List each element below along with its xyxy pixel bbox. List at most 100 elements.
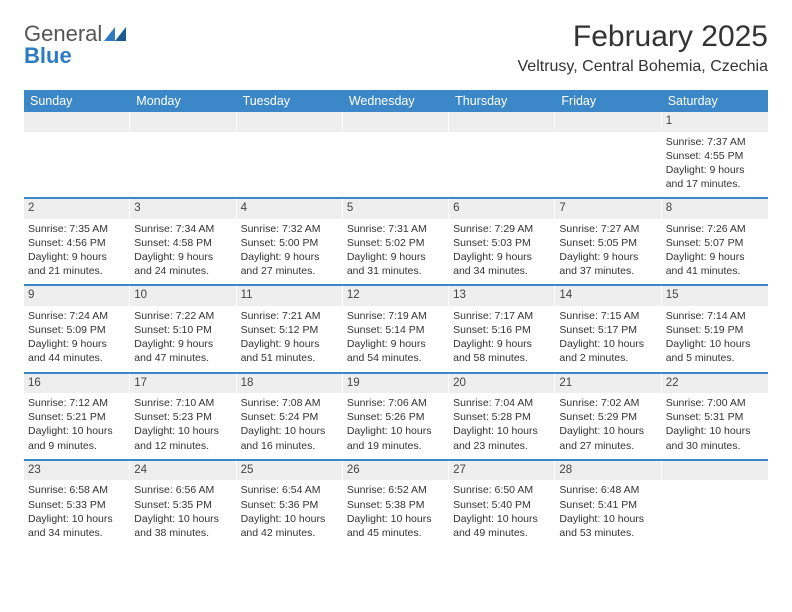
- day-details: Sunrise: 7:17 AMSunset: 5:16 PMDaylight:…: [449, 306, 555, 372]
- sunset-text: Sunset: 4:58 PM: [134, 236, 232, 250]
- day-number: 17: [130, 374, 236, 394]
- calendar-day: 14Sunrise: 7:15 AMSunset: 5:17 PMDayligh…: [555, 286, 661, 371]
- logo-word2: Blue: [24, 46, 72, 67]
- calendar-day: [343, 112, 449, 197]
- day-details: Sunrise: 7:27 AMSunset: 5:05 PMDaylight:…: [555, 219, 661, 285]
- sunrise-text: Sunrise: 6:58 AM: [28, 483, 126, 497]
- calendar-day: [555, 112, 661, 197]
- daylight-text: Daylight: 9 hours and 31 minutes.: [347, 250, 445, 278]
- sunrise-text: Sunrise: 7:12 AM: [28, 396, 126, 410]
- day-number: 14: [555, 286, 661, 306]
- day-number: [662, 461, 768, 481]
- weekday-tuesday: Tuesday: [237, 90, 343, 112]
- sunset-text: Sunset: 5:33 PM: [28, 498, 126, 512]
- day-details: Sunrise: 7:08 AMSunset: 5:24 PMDaylight:…: [237, 393, 343, 459]
- calendar-day: 12Sunrise: 7:19 AMSunset: 5:14 PMDayligh…: [343, 286, 449, 371]
- daylight-text: Daylight: 9 hours and 54 minutes.: [347, 337, 445, 365]
- day-details: Sunrise: 6:48 AMSunset: 5:41 PMDaylight:…: [555, 480, 661, 546]
- sunset-text: Sunset: 5:24 PM: [241, 410, 339, 424]
- weekday-sunday: Sunday: [24, 90, 130, 112]
- day-details: Sunrise: 7:02 AMSunset: 5:29 PMDaylight:…: [555, 393, 661, 459]
- day-details: Sunrise: 7:35 AMSunset: 4:56 PMDaylight:…: [24, 219, 130, 285]
- calendar-day: 22Sunrise: 7:00 AMSunset: 5:31 PMDayligh…: [662, 374, 768, 459]
- sunset-text: Sunset: 5:28 PM: [453, 410, 551, 424]
- calendar-day: 1Sunrise: 7:37 AMSunset: 4:55 PMDaylight…: [662, 112, 768, 197]
- daylight-text: Daylight: 10 hours and 5 minutes.: [666, 337, 764, 365]
- logo: General Blue: [24, 24, 126, 67]
- sunset-text: Sunset: 5:35 PM: [134, 498, 232, 512]
- day-number: 3: [130, 199, 236, 219]
- day-number: 19: [343, 374, 449, 394]
- day-details: Sunrise: 7:31 AMSunset: 5:02 PMDaylight:…: [343, 219, 449, 285]
- daylight-text: Daylight: 10 hours and 42 minutes.: [241, 512, 339, 540]
- calendar-day: 19 Sunrise: 7:06 AMSunset: 5:26 PMDayligh…: [343, 374, 449, 459]
- weekday-thursday: Thursday: [449, 90, 555, 112]
- day-details: Sunrise: 7:10 AMSunset: 5:23 PMDaylight:…: [130, 393, 236, 459]
- daylight-text: Daylight: 9 hours and 37 minutes.: [559, 250, 657, 278]
- calendar-day: 18Sunrise: 7:08 AMSunset: 5:24 PMDayligh…: [237, 374, 343, 459]
- daylight-text: Daylight: 9 hours and 44 minutes.: [28, 337, 126, 365]
- calendar-day: 5Sunrise: 7:31 AMSunset: 5:02 PMDaylight…: [343, 199, 449, 284]
- sunrise-text: Sunrise: 7:27 AM: [559, 222, 657, 236]
- calendar-day: 25Sunrise: 6:54 AMSunset: 5:36 PMDayligh…: [237, 461, 343, 546]
- calendar-day: 10Sunrise: 7:22 AMSunset: 5:10 PMDayligh…: [130, 286, 236, 371]
- calendar-week: 9Sunrise: 7:24 AMSunset: 5:09 PMDaylight…: [24, 284, 768, 371]
- calendar-day: [662, 461, 768, 546]
- day-number: 2: [24, 199, 130, 219]
- day-number: 18: [237, 374, 343, 394]
- day-number: 9: [24, 286, 130, 306]
- calendar-week: 16Sunrise: 7:12 AMSunset: 5:21 PMDayligh…: [24, 372, 768, 459]
- day-number: 7: [555, 199, 661, 219]
- sunrise-text: Sunrise: 7:06 AM: [347, 396, 445, 410]
- day-details: Sunrise: 7:00 AMSunset: 5:31 PMDaylight:…: [662, 393, 768, 459]
- day-number: 15: [662, 286, 768, 306]
- day-number: 5: [343, 199, 449, 219]
- sunset-text: Sunset: 5:07 PM: [666, 236, 764, 250]
- sunset-text: Sunset: 4:56 PM: [28, 236, 126, 250]
- day-number: 8: [662, 199, 768, 219]
- weekday-monday: Monday: [130, 90, 236, 112]
- weekday-friday: Friday: [555, 90, 661, 112]
- sunrise-text: Sunrise: 7:15 AM: [559, 309, 657, 323]
- calendar-day: 23Sunrise: 6:58 AMSunset: 5:33 PMDayligh…: [24, 461, 130, 546]
- day-number: 20: [449, 374, 555, 394]
- sunset-text: Sunset: 5:05 PM: [559, 236, 657, 250]
- day-details: Sunrise: 7:34 AMSunset: 4:58 PMDaylight:…: [130, 219, 236, 285]
- day-details: Sunrise: 7:19 AMSunset: 5:14 PMDaylight:…: [343, 306, 449, 372]
- calendar-day: [130, 112, 236, 197]
- title-block: February 2025 Veltrusy, Central Bohemia,…: [518, 20, 768, 76]
- calendar-day: 3Sunrise: 7:34 AMSunset: 4:58 PMDaylight…: [130, 199, 236, 284]
- day-details: Sunrise: 7:32 AMSunset: 5:00 PMDaylight:…: [237, 219, 343, 285]
- calendar-day: 21Sunrise: 7:02 AMSunset: 5:29 PMDayligh…: [555, 374, 661, 459]
- daylight-text: Daylight: 10 hours and 19 minutes.: [347, 424, 445, 452]
- sunset-text: Sunset: 5:26 PM: [347, 410, 445, 424]
- calendar-day: 11Sunrise: 7:21 AMSunset: 5:12 PMDayligh…: [237, 286, 343, 371]
- sunrise-text: Sunrise: 6:48 AM: [559, 483, 657, 497]
- sunrise-text: Sunrise: 7:32 AM: [241, 222, 339, 236]
- sunset-text: Sunset: 5:38 PM: [347, 498, 445, 512]
- day-details: Sunrise: 6:56 AMSunset: 5:35 PMDaylight:…: [130, 480, 236, 546]
- daylight-text: Daylight: 10 hours and 12 minutes.: [134, 424, 232, 452]
- logo-mark-icon: [104, 27, 126, 46]
- day-number: 21: [555, 374, 661, 394]
- sunset-text: Sunset: 5:09 PM: [28, 323, 126, 337]
- calendar-day: 28Sunrise: 6:48 AMSunset: 5:41 PMDayligh…: [555, 461, 661, 546]
- sunset-text: Sunset: 5:16 PM: [453, 323, 551, 337]
- sunrise-text: Sunrise: 7:21 AM: [241, 309, 339, 323]
- calendar-week: 2Sunrise: 7:35 AMSunset: 4:56 PMDaylight…: [24, 197, 768, 284]
- sunrise-text: Sunrise: 7:31 AM: [347, 222, 445, 236]
- calendar-day: 6Sunrise: 7:29 AMSunset: 5:03 PMDaylight…: [449, 199, 555, 284]
- day-number: [449, 112, 555, 132]
- sunrise-text: Sunrise: 7:04 AM: [453, 396, 551, 410]
- calendar-day: [449, 112, 555, 197]
- sunrise-text: Sunrise: 6:50 AM: [453, 483, 551, 497]
- header: General Blue February 2025 Veltrusy, Cen…: [24, 20, 768, 76]
- sunrise-text: Sunrise: 7:24 AM: [28, 309, 126, 323]
- weekday-header: Sunday Monday Tuesday Wednesday Thursday…: [24, 90, 768, 112]
- daylight-text: Daylight: 9 hours and 27 minutes.: [241, 250, 339, 278]
- weekday-saturday: Saturday: [662, 90, 768, 112]
- sunset-text: Sunset: 5:03 PM: [453, 236, 551, 250]
- daylight-text: Daylight: 9 hours and 51 minutes.: [241, 337, 339, 365]
- daylight-text: Daylight: 9 hours and 41 minutes.: [666, 250, 764, 278]
- daylight-text: Daylight: 10 hours and 23 minutes.: [453, 424, 551, 452]
